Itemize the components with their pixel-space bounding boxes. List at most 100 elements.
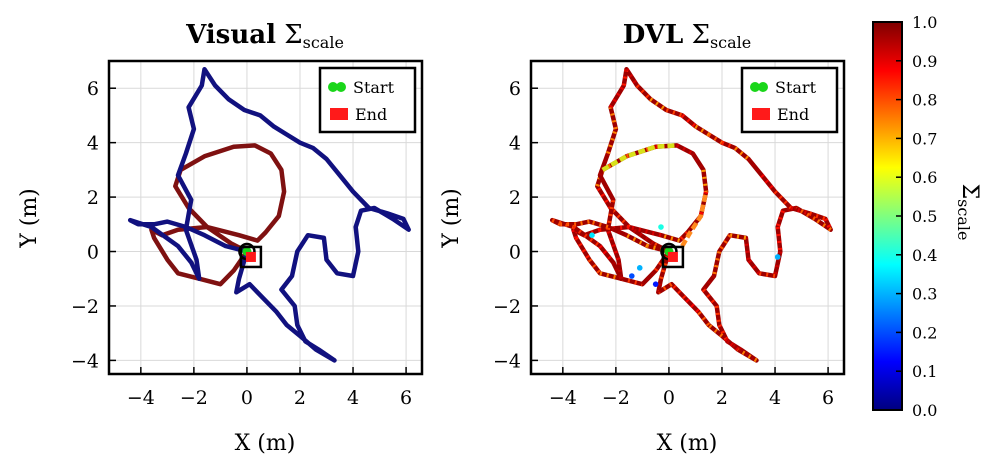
dvl-speckle-segment [659, 250, 671, 280]
visual-legend-start-dot-2 [336, 82, 346, 92]
dvl-xticks: −4 −2 0 2 4 6 [549, 367, 834, 409]
dvl-speckle-segment [611, 261, 623, 280]
visual-panel: Visual Σscale −4 −2 0 2 4 6 −4 −2 0 2 4 6 X (m) Y … [17, 20, 424, 456]
dvl-xtick-label: 4 [769, 387, 781, 409]
dvl-speckle-segment [675, 143, 694, 156]
dvl-speckle-segment [606, 229, 621, 261]
visual-markers [238, 242, 263, 269]
visual-yticks: −4 −2 0 2 4 6 [71, 78, 116, 372]
dvl-speckle-segment [683, 296, 700, 313]
visual-xtick-label: 4 [347, 387, 359, 409]
dvl-xtick-label: 2 [716, 387, 728, 409]
dvl-title-main: DVL [623, 20, 684, 50]
colorbar-tick-label: 0.5 [912, 207, 937, 226]
dvl-axes-frame [529, 59, 846, 376]
visual-axes-frame [107, 59, 424, 376]
dvl-speckle-segment [657, 282, 673, 295]
dvl-xtick-label: −2 [602, 387, 630, 409]
dvl-low-scale-point [652, 281, 659, 287]
visual-xtick-label: 6 [400, 387, 412, 409]
visual-ytick-label: 2 [87, 187, 99, 209]
dvl-speckle-segment [808, 211, 827, 221]
dvl-speckle-segment [696, 310, 711, 327]
dvl-xtick-label: −4 [549, 387, 577, 409]
dvl-speckle-segment [635, 84, 652, 101]
visual-visual-traj-red [149, 143, 287, 287]
dvl-speckle-segment [746, 258, 761, 275]
visual-trajectories [127, 66, 411, 363]
dvl-speckle-segment [733, 146, 750, 161]
colorbar-ticks: 0.0 0.1 0.2 0.3 0.4 0.5 0.6 0.7 0.8 0.9 1.0 [896, 13, 937, 420]
visual-xtick-label: −4 [127, 387, 155, 409]
dvl-low-scale-point [774, 254, 781, 260]
visual-end-frame [239, 245, 263, 269]
dvl-speckle-segment [775, 210, 785, 228]
dvl-ytick-label: −4 [493, 350, 521, 372]
dvl-xlabel: X (m) [657, 431, 718, 456]
dvl-ylabel: Y (m) [439, 188, 464, 249]
dvl-speckle-segment [587, 258, 602, 275]
dvl-speckle-segment [605, 199, 616, 231]
dvl-speckle-segment [665, 108, 683, 118]
colorbar-tick-label: 0.3 [912, 285, 937, 304]
colorbar-label-symbol: Σ [957, 184, 982, 200]
visual-end-point [245, 251, 256, 262]
dvl-trajectories [549, 66, 833, 363]
dvl-speckle-segment [628, 225, 655, 246]
dvl-speckle-segment [595, 185, 613, 210]
dvl-markers [660, 242, 685, 269]
colorbar: 0.0 0.1 0.2 0.3 0.4 0.5 0.6 0.7 0.8 0.9 1.0 Σscale [872, 13, 982, 420]
dvl-low-scale-point [658, 224, 664, 230]
dvl-legend-end-marker [752, 108, 770, 120]
dvl-speckle-segment [726, 339, 742, 352]
visual-legend-end-label: End [355, 105, 387, 124]
colorbar-tick-label: 0.6 [912, 168, 937, 187]
visual-xticks: −4 −2 0 2 4 6 [127, 367, 412, 409]
visual-xlabel: X (m) [235, 431, 296, 456]
dvl-speckle-segment [574, 236, 592, 261]
dvl-xtick-label: 0 [663, 387, 675, 409]
dvl-speckle-segment [707, 323, 724, 338]
dvl-legend-start-dot-1 [750, 82, 760, 92]
dvl-dvl-traj-blue [549, 66, 833, 363]
colorbar-tick-label: 0.1 [912, 362, 937, 381]
visual-xtick-label: −2 [180, 387, 208, 409]
dvl-speckle-segment [707, 132, 724, 145]
dvl-yticks: −4 −2 0 2 4 6 [493, 78, 538, 372]
visual-xtick-label: 2 [294, 387, 306, 409]
dvl-xtick-label: 6 [822, 387, 834, 409]
dvl-speckle-segment [678, 231, 689, 243]
dvl-speckle-segment [758, 271, 776, 278]
dvl-speckle-segment [571, 229, 578, 239]
dvl-legend: Start End [740, 66, 839, 134]
dvl-title-symbol: Σ [692, 20, 710, 50]
dvl-dvl-orange-segment [680, 191, 709, 248]
dvl-low-scale-point [589, 232, 595, 238]
dvl-ytick-label: 2 [509, 187, 521, 209]
visual-xtick-label: 0 [241, 387, 253, 409]
visual-visual-traj-blue [127, 66, 411, 363]
dvl-speckle-segment [670, 282, 687, 300]
visual-legend-end-marker [330, 108, 348, 120]
dvl-end-frame [661, 245, 685, 269]
dvl-legend-start-dot-2 [758, 82, 768, 92]
colorbar-label: Σscale [954, 184, 982, 241]
dvl-ytick-label: 6 [509, 78, 521, 100]
colorbar-tick-label: 0.4 [912, 246, 937, 265]
colorbar-tick-label: 0.7 [912, 129, 937, 148]
visual-legend-start-dot-1 [328, 82, 338, 92]
dvl-legend-box [740, 66, 839, 134]
dvl-speckle-segment [640, 269, 658, 286]
visual-legend: Start End [318, 66, 417, 134]
colorbar-label-subscript: scale [954, 199, 973, 240]
dvl-title-subscript: scale [710, 33, 751, 52]
dvl-speckle-segment [721, 140, 737, 150]
visual-ytick-label: −4 [71, 350, 99, 372]
colorbar-tick-label: 0.0 [912, 401, 937, 420]
dvl-title: DVL Σscale [623, 20, 752, 52]
dvl-speckle-segment [609, 206, 631, 229]
dvl-speckle-segment [717, 324, 730, 343]
dvl-speckle-segment [694, 124, 710, 137]
dvl-speckle-segment [608, 84, 626, 109]
